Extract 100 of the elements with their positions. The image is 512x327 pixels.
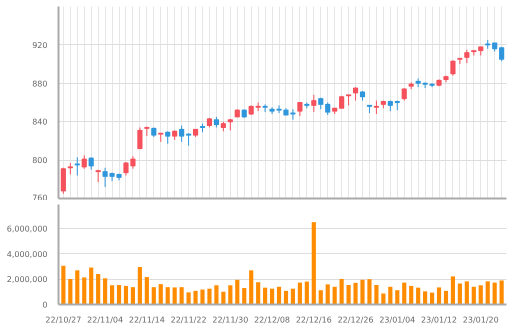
candlestick xyxy=(123,162,129,176)
y-tick-label: 920 xyxy=(32,40,48,50)
bar xyxy=(416,288,420,304)
bar xyxy=(228,285,232,304)
candlestick xyxy=(402,88,407,102)
candlestick xyxy=(374,100,379,115)
y-tick-label: 0 xyxy=(42,300,48,310)
x-tick-label: 23/01/04 xyxy=(379,316,416,324)
candlestick xyxy=(318,97,324,110)
bar xyxy=(458,283,462,304)
candlestick xyxy=(360,90,366,102)
bar xyxy=(500,280,504,304)
x-tick-label: 22/11/30 xyxy=(212,316,248,324)
bar xyxy=(318,290,323,304)
bar xyxy=(436,287,442,304)
candlestick xyxy=(214,116,219,128)
bar xyxy=(214,285,218,304)
bar xyxy=(256,282,260,304)
y-tick-label: 4,000,000 xyxy=(6,250,48,259)
candlestick xyxy=(206,117,212,128)
candlestick xyxy=(179,125,184,142)
bar xyxy=(402,282,406,304)
bar xyxy=(207,288,212,304)
x-tick-label: 22/10/27 xyxy=(45,316,82,324)
candlestick xyxy=(151,126,156,138)
candlestick xyxy=(450,60,456,76)
candlestick xyxy=(311,94,316,113)
y-tick-label: 880 xyxy=(32,79,48,88)
candlestick xyxy=(220,121,226,132)
bar xyxy=(346,285,351,304)
candlestick xyxy=(82,154,87,170)
candlestick xyxy=(165,130,170,144)
bar xyxy=(270,288,274,304)
bar xyxy=(138,267,142,304)
y-tick-label: 2,000,000 xyxy=(6,275,48,284)
x-tick-label: 22/12/08 xyxy=(254,316,290,324)
bar xyxy=(180,287,184,304)
bar xyxy=(409,286,414,304)
candlestick xyxy=(88,156,94,170)
bar xyxy=(263,288,268,304)
bar xyxy=(388,286,392,304)
candlestick xyxy=(60,167,66,194)
bar xyxy=(374,285,378,304)
candlestick xyxy=(172,130,178,140)
x-tick-label: 22/11/04 xyxy=(87,316,124,324)
candlestick xyxy=(352,86,358,102)
bar xyxy=(353,282,358,304)
bar xyxy=(464,281,469,304)
candlestick xyxy=(137,126,142,150)
bar xyxy=(166,287,170,304)
candlestick xyxy=(130,156,136,170)
candlestick xyxy=(144,126,150,137)
bar xyxy=(75,270,80,304)
bar xyxy=(395,290,400,304)
bar xyxy=(478,285,483,304)
bar xyxy=(486,281,490,304)
candlestick xyxy=(102,167,108,188)
x-tick-label: 22/11/14 xyxy=(128,316,165,324)
candlestick xyxy=(297,102,302,116)
x-tick-label: 23/01/12 xyxy=(421,316,457,324)
bar xyxy=(326,284,330,304)
bar xyxy=(472,286,476,304)
bar xyxy=(116,285,122,304)
bar xyxy=(152,287,156,304)
bar xyxy=(290,288,296,304)
bar xyxy=(312,222,316,304)
bar xyxy=(340,278,344,304)
candlestick xyxy=(290,108,296,120)
candlestick xyxy=(325,102,330,116)
bar xyxy=(221,292,226,304)
bar xyxy=(298,282,302,304)
bar xyxy=(242,288,246,304)
bar xyxy=(332,286,337,304)
bar xyxy=(96,274,100,304)
bar xyxy=(492,282,497,304)
bar xyxy=(200,290,205,304)
y-tick-label: 800 xyxy=(32,156,48,166)
bar xyxy=(450,276,456,304)
bar xyxy=(249,270,254,304)
candlestick xyxy=(74,156,80,176)
bar xyxy=(61,266,66,304)
bar xyxy=(130,287,136,304)
candlestick xyxy=(228,118,233,131)
x-tick-label: 23/01/20 xyxy=(462,316,499,324)
x-tick-label: 22/12/16 xyxy=(296,316,332,324)
bar xyxy=(367,279,372,304)
bar xyxy=(144,277,149,304)
bar xyxy=(110,285,114,304)
bar xyxy=(89,268,94,304)
y-tick-label: 6,000,000 xyxy=(6,224,48,234)
x-tick-label: 22/11/22 xyxy=(170,316,207,324)
bar xyxy=(82,277,86,304)
x-tick-label: 22/12/26 xyxy=(338,316,374,324)
bar xyxy=(158,284,163,304)
candlestick xyxy=(68,162,73,175)
bar xyxy=(124,286,128,304)
y-tick-label: 840 xyxy=(32,118,48,127)
bar xyxy=(103,278,108,304)
bar xyxy=(68,278,72,304)
bar xyxy=(304,282,309,304)
